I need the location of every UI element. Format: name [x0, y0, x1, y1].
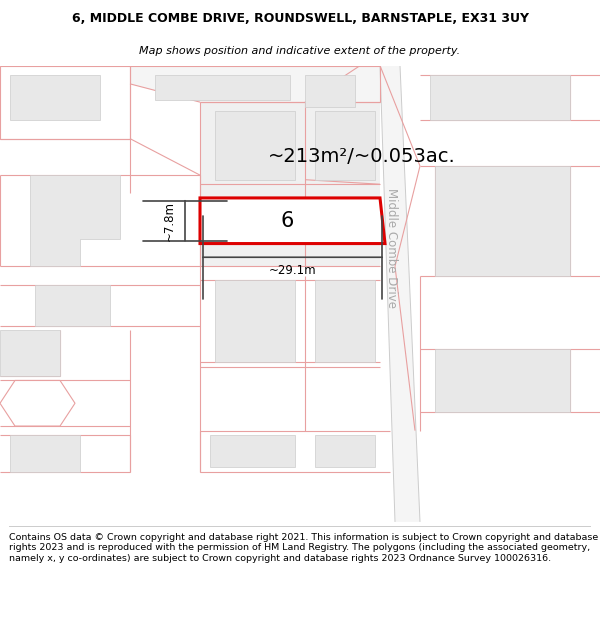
- Polygon shape: [435, 349, 570, 413]
- Polygon shape: [200, 102, 380, 266]
- Text: Contains OS data © Crown copyright and database right 2021. This information is : Contains OS data © Crown copyright and d…: [9, 533, 598, 562]
- Polygon shape: [215, 111, 295, 180]
- Text: ~7.8m: ~7.8m: [163, 201, 176, 241]
- Polygon shape: [10, 435, 80, 472]
- Text: 6, MIDDLE COMBE DRIVE, ROUNDSWELL, BARNSTAPLE, EX31 3UY: 6, MIDDLE COMBE DRIVE, ROUNDSWELL, BARNS…: [71, 12, 529, 25]
- Polygon shape: [315, 111, 375, 180]
- Text: Middle Combe Drive: Middle Combe Drive: [386, 188, 398, 308]
- Polygon shape: [430, 75, 570, 121]
- Polygon shape: [215, 280, 295, 362]
- Polygon shape: [10, 75, 100, 121]
- Polygon shape: [30, 175, 120, 266]
- Text: 6: 6: [281, 211, 294, 231]
- Polygon shape: [435, 166, 570, 276]
- Text: ~213m²/~0.053ac.: ~213m²/~0.053ac.: [268, 148, 456, 166]
- Text: Map shows position and indicative extent of the property.: Map shows position and indicative extent…: [139, 46, 461, 56]
- Polygon shape: [380, 66, 420, 522]
- Polygon shape: [305, 75, 355, 107]
- Polygon shape: [210, 435, 295, 467]
- Polygon shape: [0, 330, 60, 376]
- Text: ~29.1m: ~29.1m: [269, 264, 316, 276]
- Polygon shape: [35, 284, 110, 326]
- Polygon shape: [200, 198, 385, 244]
- Polygon shape: [315, 280, 375, 362]
- Polygon shape: [155, 75, 290, 100]
- Polygon shape: [130, 66, 380, 102]
- Polygon shape: [315, 435, 375, 467]
